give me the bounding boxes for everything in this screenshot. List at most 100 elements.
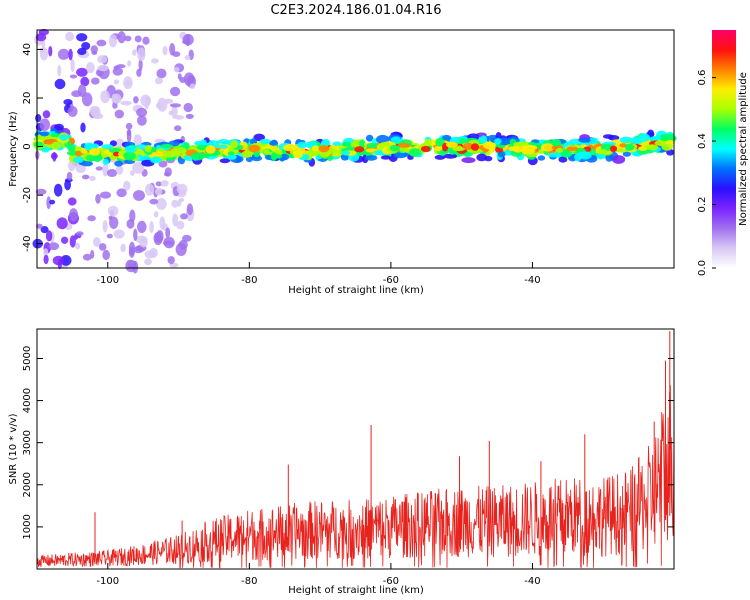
spectrogram-noise-cell bbox=[180, 213, 188, 220]
spectrogram-noise-cell bbox=[108, 34, 118, 48]
spectrogram-noise-cell bbox=[80, 122, 86, 133]
spectrogram-noise-cell bbox=[68, 48, 73, 61]
spectrogram-band-cell bbox=[622, 151, 632, 157]
spectrogram-band-cell bbox=[359, 139, 366, 149]
spectrogram-noise-cell bbox=[114, 109, 125, 119]
spectrogram-noise-cell bbox=[186, 203, 194, 216]
spectrogram-band-cell bbox=[84, 142, 95, 151]
spectrogram-noise-cell bbox=[76, 67, 88, 77]
spectrogram-band-cell bbox=[452, 146, 466, 152]
snr-y-axis-label: SNR (10 * v/v) bbox=[8, 413, 19, 484]
spectrogram-band-cell bbox=[51, 141, 61, 150]
snr-panel: -100 -80 -60 -40 1000 2000 3000 4000 5000 Heigh… bbox=[8, 328, 675, 596]
spectrogram-band-cell bbox=[279, 153, 290, 161]
spectrogram-band-cell bbox=[318, 145, 330, 153]
snr-frame bbox=[36, 328, 675, 570]
spectrogram-noise-cell bbox=[96, 39, 107, 47]
spectrogram-noise-cell bbox=[169, 103, 182, 108]
spectrogram-noise-cell bbox=[97, 64, 109, 72]
spectrogram-noise-cell bbox=[82, 92, 93, 107]
spectrogram-band-cell bbox=[605, 153, 614, 162]
spectrogram-band-cell bbox=[159, 144, 174, 149]
spectrogram-noise-cell bbox=[89, 175, 96, 181]
spectrogram-band-cell bbox=[376, 134, 390, 144]
spectrogram-noise-cell bbox=[125, 80, 133, 86]
spectrogram-band-cell bbox=[560, 149, 573, 158]
spectrogram-noise-cell bbox=[133, 96, 139, 104]
spectrogram-noise-cell bbox=[111, 93, 122, 104]
spectrogram-band-cell bbox=[366, 142, 378, 149]
spectrogram-band-cell bbox=[151, 151, 164, 157]
spectrogram-noise-cell bbox=[54, 78, 66, 90]
spectrogram-band-cell bbox=[205, 145, 216, 154]
spectrogram-band-cell bbox=[555, 148, 564, 153]
spectrogram-band-cell bbox=[550, 138, 562, 147]
spectrogram-x-ticks: -100 -80 -60 -40 bbox=[96, 262, 541, 286]
spectrogram-noise-cell bbox=[90, 45, 99, 54]
spectrogram-noise-cell bbox=[106, 169, 118, 177]
spectrogram-noise-cell bbox=[93, 113, 104, 120]
spectrogram-noise-cell bbox=[138, 58, 143, 72]
spectrogram-band-cell bbox=[80, 149, 88, 154]
spectrogram-noise-cell bbox=[35, 188, 47, 195]
colorbar: 0.0 0.2 0.4 0.6 Normalized spectral amplitu… bbox=[697, 30, 749, 276]
spectrogram-band-cell bbox=[435, 137, 445, 147]
spectrogram-x-tick-label: -100 bbox=[96, 275, 119, 286]
spectrogram-noise-cell bbox=[91, 51, 98, 55]
snr-x-tick-label: -40 bbox=[524, 576, 540, 587]
spectrogram-band-cell bbox=[59, 134, 69, 141]
spectrogram-band-cell bbox=[612, 155, 626, 164]
spectrogram-noise-cell bbox=[123, 180, 131, 191]
spectrogram-noise-cell bbox=[120, 243, 126, 253]
spectrogram-noise-cell bbox=[155, 102, 164, 109]
spectrogram-noise-cell bbox=[56, 217, 68, 230]
spectrogram-noise-cell bbox=[69, 74, 78, 79]
spectrogram-noise-cell bbox=[43, 248, 49, 257]
colorbar-tick-label: 0.0 bbox=[697, 260, 708, 276]
snr-y-tick-label: 5000 bbox=[22, 346, 33, 371]
spectrogram-band-cell bbox=[479, 135, 488, 144]
spectrogram-noise-cell bbox=[137, 115, 147, 126]
spectrogram-noise-cell bbox=[132, 260, 139, 274]
spectrogram-noise-cell bbox=[108, 215, 113, 220]
spectrogram-noise-cell bbox=[65, 31, 75, 42]
spectrogram-noise-cell bbox=[137, 220, 147, 233]
spectrogram-noise-cell bbox=[93, 237, 101, 247]
spectrogram-noise-cell bbox=[95, 193, 101, 204]
colorbar-tick-label: 0.2 bbox=[697, 197, 708, 213]
spectrogram-x-tick-label: -80 bbox=[241, 275, 257, 286]
spectrogram-noise-cell bbox=[61, 236, 69, 244]
spectrogram-noise-cell bbox=[82, 174, 90, 180]
spectrogram-noise-cell bbox=[39, 118, 50, 131]
snr-x-tick-label: -100 bbox=[96, 576, 119, 587]
spectrogram-noise-cell bbox=[132, 162, 145, 174]
spectrogram-band-cell bbox=[446, 141, 458, 148]
chart-title: C2E3.2024.186.01.04.R16 bbox=[270, 3, 441, 18]
spectrogram-noise-cell bbox=[174, 115, 184, 120]
snr-spikes bbox=[94, 331, 671, 565]
snr-y-tick-label: 2000 bbox=[22, 472, 33, 497]
spectrogram-band-cell bbox=[332, 141, 342, 146]
spectrogram-noise-cell bbox=[159, 216, 166, 230]
spectrogram-band-cell bbox=[219, 158, 231, 164]
spectrogram-noise-cell bbox=[115, 165, 124, 175]
spectrogram-noise-cell bbox=[35, 223, 43, 229]
spectrogram-band-cell bbox=[354, 146, 365, 153]
spectrogram-band-cell bbox=[461, 157, 476, 164]
spectrogram-band-cell bbox=[150, 156, 162, 164]
spectrogram-band-cell bbox=[101, 144, 114, 150]
spectrogram-band-cell bbox=[665, 140, 675, 145]
spectrogram-band-cell bbox=[248, 144, 261, 153]
spectrogram-band-cell bbox=[494, 138, 502, 145]
spectrogram-band-cell bbox=[654, 140, 668, 147]
spectrogram-band-cell bbox=[420, 145, 431, 153]
spectrogram-band-cell bbox=[311, 145, 320, 152]
spectrogram-noise-cell bbox=[113, 79, 120, 85]
spectrogram-band-cell bbox=[624, 143, 635, 151]
snr-y-tick-label: 3000 bbox=[22, 430, 33, 455]
spectrogram-band-cell bbox=[320, 140, 329, 147]
spectrogram-band-cell bbox=[631, 139, 643, 144]
spectrogram-noise-cell bbox=[140, 94, 151, 107]
spectrogram-noise-cell bbox=[98, 243, 107, 251]
